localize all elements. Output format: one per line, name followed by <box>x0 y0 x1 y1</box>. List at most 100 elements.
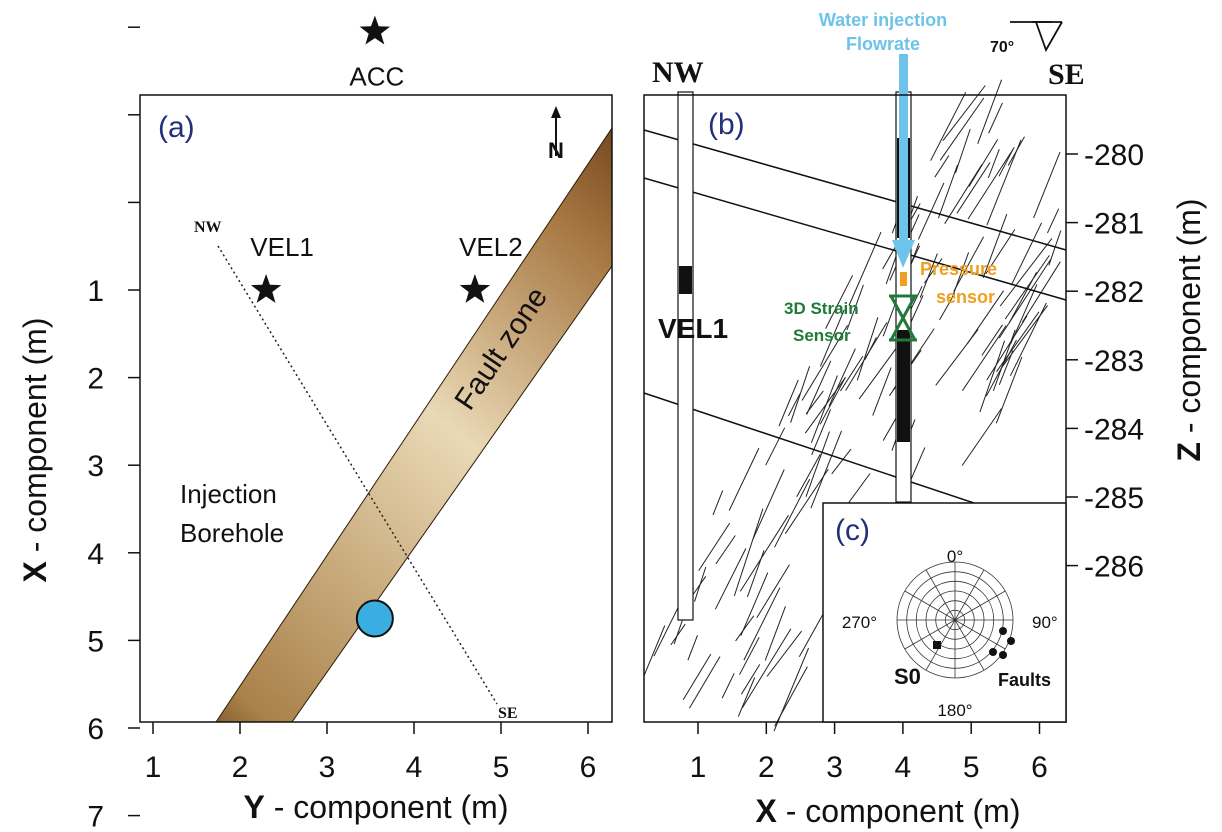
x-tick-label: 1 <box>145 751 162 784</box>
fracture-trace <box>977 79 1003 144</box>
panel-b: VEL1 Water injection Flowrate Pressure s… <box>643 10 1207 829</box>
fracture-trace <box>1000 305 1049 369</box>
major-fault-2 <box>643 177 1067 301</box>
fracture-trace <box>939 97 985 161</box>
fracture-trace <box>968 139 999 187</box>
panel-a-x-axis-title: Y - component (m) <box>244 789 509 825</box>
panel-a-y-axis-prefix: X <box>17 560 53 582</box>
x-tick-label: 4 <box>406 751 423 784</box>
panel-a-letter: (a) <box>158 111 195 144</box>
panel-c-frame <box>822 502 1067 723</box>
panel-b-z-ticks: -280 -281 -282 -283 -284 -285 -286 <box>1066 139 1144 584</box>
sensor-label: VEL2 <box>459 232 523 262</box>
fracture-trace <box>1047 208 1060 234</box>
fracture-trace <box>653 602 681 657</box>
fault-pole <box>999 651 1007 659</box>
fracture-trace <box>712 490 724 516</box>
fracture-trace <box>752 469 785 540</box>
sensor-vel1: VEL1 <box>250 232 314 303</box>
north-arrow-icon: N <box>548 106 564 163</box>
fracture-trace <box>961 408 1002 466</box>
panel-b-z-axis-prefix: Z <box>1171 442 1207 462</box>
y-tick-label: 3 <box>87 450 104 483</box>
fracture-trace <box>733 508 764 597</box>
panel-a-x-axis-rest: - component (m) <box>265 789 509 825</box>
panel-a-x-axis-prefix: Y <box>244 789 265 825</box>
fracture-trace <box>966 290 1005 344</box>
x-tick-label: 3 <box>319 751 336 784</box>
fracture-trace <box>961 325 1007 391</box>
panel-b-letter: (b) <box>708 108 745 141</box>
fracture-trace <box>987 149 1000 179</box>
vel1-borehole <box>677 91 694 621</box>
fracture-trace <box>998 350 1014 385</box>
z-tick-label: -283 <box>1084 345 1144 378</box>
profile-start-label: NW <box>194 219 222 236</box>
star-icon <box>250 274 282 303</box>
x-tick-label: 1 <box>690 751 707 784</box>
fracture-trace <box>998 259 1052 339</box>
fracture-trace <box>988 102 1003 134</box>
sensor-label: ACC <box>349 62 404 92</box>
fracture-trace <box>982 214 1008 278</box>
x-tick-label: 5 <box>963 751 980 784</box>
fault-pole <box>989 648 997 656</box>
packer-lower <box>897 330 910 442</box>
fracture-trace <box>882 304 896 337</box>
strain-label-line1: 3D Strain <box>784 299 859 318</box>
z-tick-label: -282 <box>1084 276 1144 309</box>
sensor-layer: ACC VEL1 VEL2 <box>250 15 523 303</box>
fracture-trace <box>986 139 1022 226</box>
fracture-trace <box>979 340 1006 413</box>
fracture-trace <box>773 647 810 732</box>
panel-a-frame <box>139 94 613 723</box>
x-tick-label: 6 <box>580 751 597 784</box>
fracture-trace <box>714 548 747 610</box>
fracture-trace <box>804 377 847 434</box>
vel1-sensor-block <box>679 266 692 294</box>
x-tick-label: 2 <box>232 751 249 784</box>
fracture-trace <box>919 253 938 298</box>
fracture-trace <box>790 366 811 423</box>
fracture-trace <box>1010 284 1038 344</box>
stereonet-spoke <box>904 619 956 650</box>
fracture-trace <box>985 339 1017 397</box>
major-fault-3 <box>643 392 1011 516</box>
panel-c-letter: (c) <box>835 514 870 547</box>
fracture-trace <box>999 238 1053 307</box>
angle-label-270: 270° <box>842 613 877 632</box>
sensor-acc: ACC <box>349 15 404 92</box>
fracture-trace <box>737 677 756 717</box>
fracture-trace <box>864 337 877 360</box>
fracture-trace <box>806 360 832 415</box>
fracture-trace <box>848 231 882 306</box>
fracture-trace <box>937 164 958 219</box>
fracture-traces <box>643 79 1062 732</box>
fracture-trace <box>819 377 846 425</box>
fracture-trace <box>955 128 971 174</box>
pressure-label-line1: Pressure <box>920 259 997 279</box>
faults-label: Faults <box>998 670 1051 690</box>
dip-symbol-icon <box>1010 21 1063 53</box>
fracture-trace <box>1007 136 1025 166</box>
z-tick-label: -286 <box>1084 551 1144 584</box>
fracture-trace <box>778 379 799 427</box>
fracture-trace <box>846 284 864 331</box>
fracture-trace <box>735 615 755 642</box>
fracture-trace <box>953 236 985 292</box>
fracture-trace <box>985 229 1016 275</box>
fracture-trace <box>872 367 892 416</box>
y-tick-label: 5 <box>87 625 104 658</box>
star-icon <box>359 15 391 45</box>
strain-sensor-icon <box>889 294 917 342</box>
fracture-trace <box>688 656 721 709</box>
fracture-trace <box>796 454 821 497</box>
stereonet-spoke <box>904 590 956 621</box>
injection-label-line2: Borehole <box>180 518 284 548</box>
stereonet-spoke <box>925 569 956 621</box>
north-label: N <box>548 138 564 163</box>
fracture-trace <box>839 355 864 392</box>
panel-c: (c) 0° 90° 180° 270° S0 Faults <box>822 502 1067 723</box>
